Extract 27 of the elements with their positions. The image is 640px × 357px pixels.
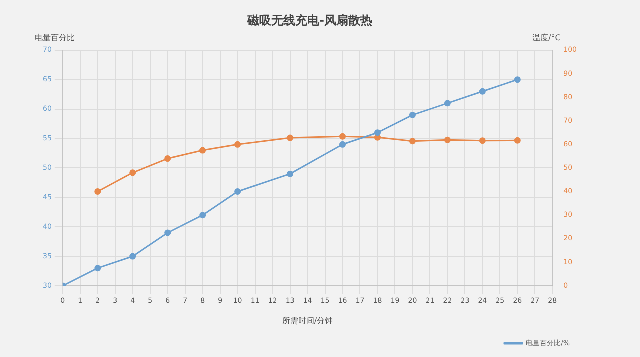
point xyxy=(200,212,206,219)
point xyxy=(514,137,521,144)
point xyxy=(374,130,381,136)
point xyxy=(234,141,242,148)
point xyxy=(479,138,486,144)
point xyxy=(130,170,136,176)
point xyxy=(340,133,346,140)
y-axis-title: 电量百分比 xyxy=(34,33,75,42)
point xyxy=(514,76,521,84)
point xyxy=(409,138,416,145)
point xyxy=(130,253,136,260)
point xyxy=(200,147,206,154)
point xyxy=(444,100,451,107)
point xyxy=(94,188,102,196)
point xyxy=(409,112,416,118)
point xyxy=(94,265,102,272)
point xyxy=(444,136,451,144)
point xyxy=(164,230,172,236)
y2-axis-title: 温度/°C xyxy=(532,33,562,42)
point xyxy=(287,134,294,142)
point xyxy=(287,170,294,178)
point xyxy=(340,141,346,148)
x-axis-title: 所需时间/分钟 xyxy=(282,316,334,326)
chart-title: 磁吸无线充电-风扇散热 xyxy=(246,13,372,28)
point xyxy=(164,156,172,162)
point xyxy=(479,88,486,95)
point xyxy=(234,188,242,196)
